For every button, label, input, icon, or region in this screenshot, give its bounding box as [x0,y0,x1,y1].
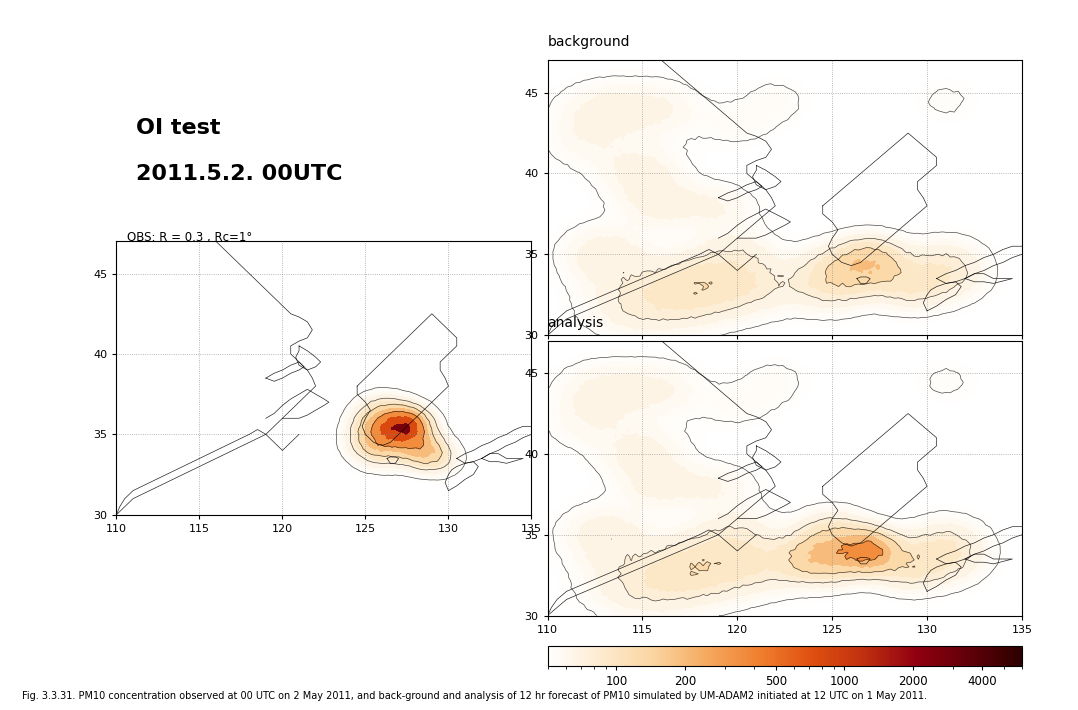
Text: 2011.5.2. 00UTC: 2011.5.2. 00UTC [136,164,343,184]
Text: background: background [548,36,631,50]
Text: OI test: OI test [136,118,220,138]
Text: analysis: analysis [548,316,604,330]
Text: Fig. 3.3.31. PM10 concentration observed at 00 UTC on 2 May 2011, and back-groun: Fig. 3.3.31. PM10 concentration observed… [22,691,927,701]
Text: OBS: R = 0.3 , Rc=1°: OBS: R = 0.3 , Rc=1° [127,231,252,244]
